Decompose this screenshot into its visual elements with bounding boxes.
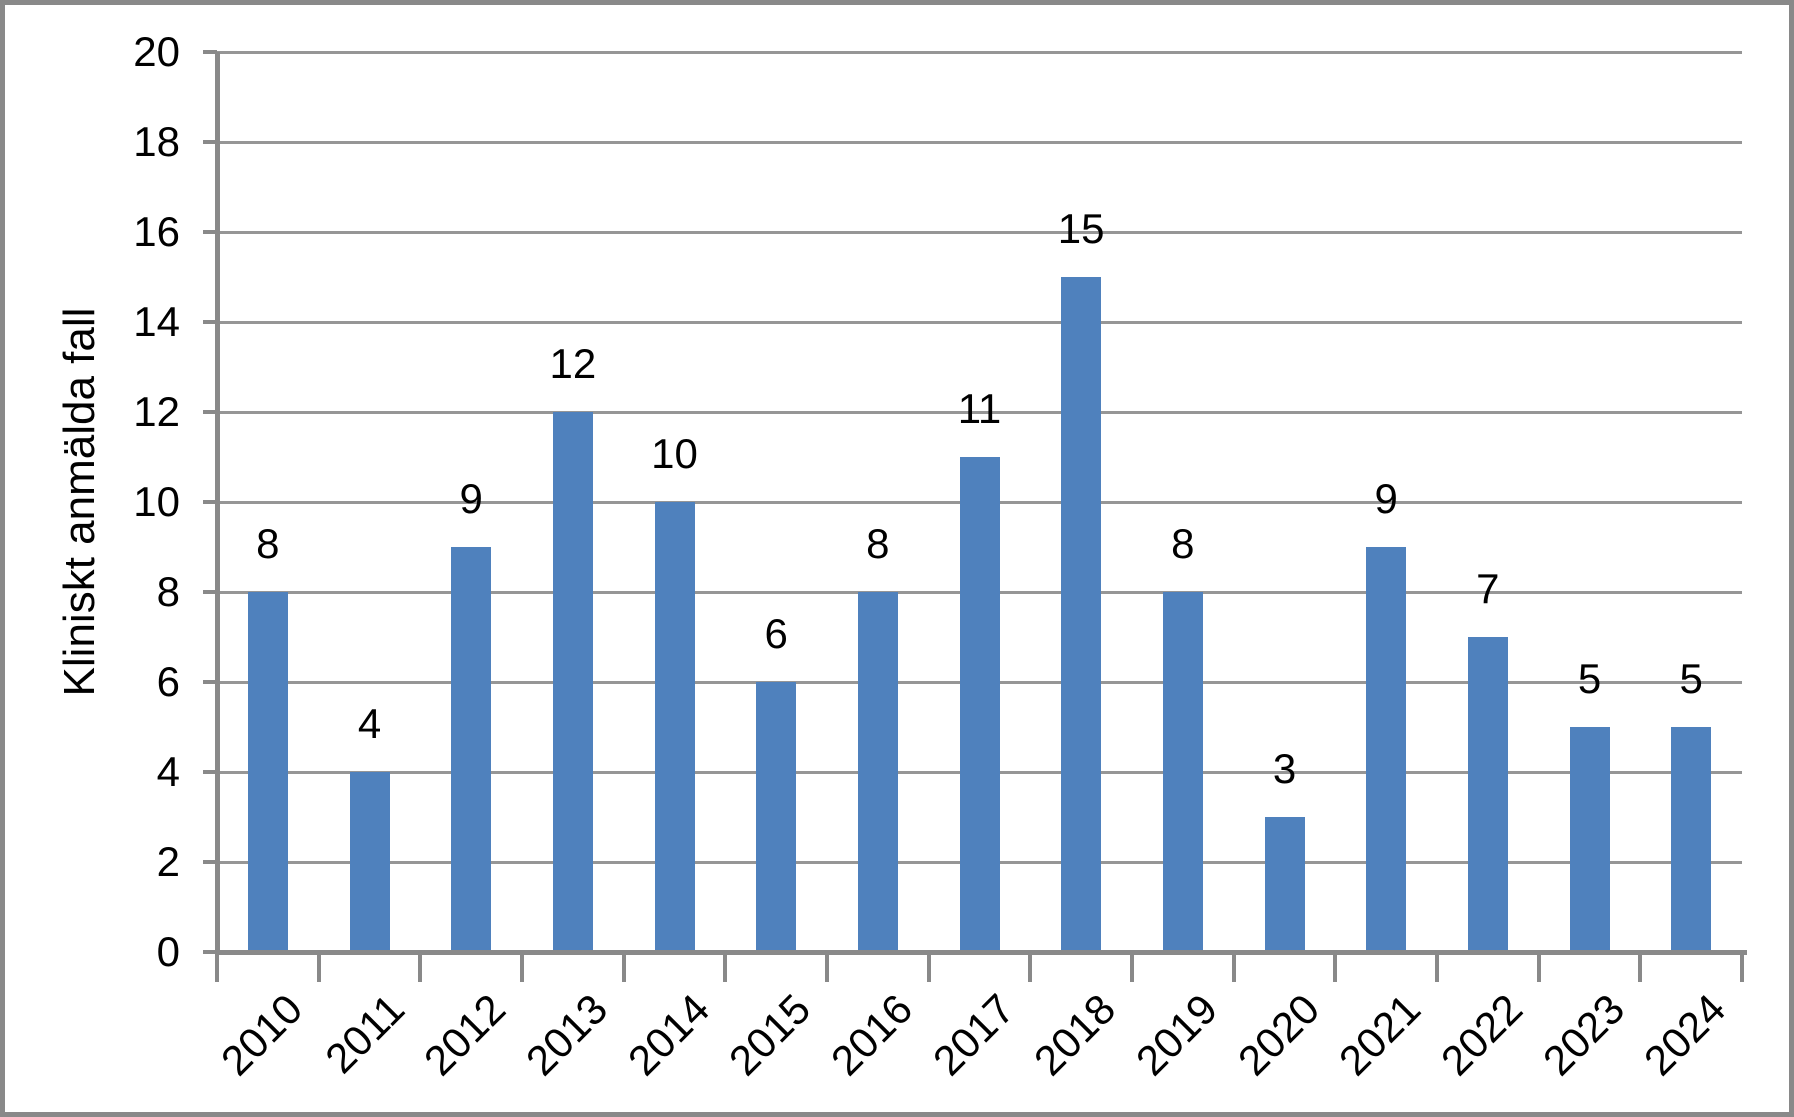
x-axis-tick bbox=[418, 952, 423, 982]
bar bbox=[1162, 592, 1203, 952]
bar bbox=[552, 412, 593, 952]
bar bbox=[959, 457, 1000, 952]
bar-value-label: 5 bbox=[1679, 655, 1703, 702]
bar bbox=[451, 547, 492, 952]
gridline bbox=[217, 141, 1742, 144]
y-axis-tick bbox=[203, 140, 217, 144]
x-axis-tick bbox=[520, 952, 524, 982]
y-axis-tick bbox=[203, 50, 217, 54]
x-axis-tick bbox=[1231, 952, 1236, 982]
bar-value-label: 15 bbox=[1057, 205, 1105, 252]
gridline bbox=[217, 411, 1742, 414]
x-axis-tick bbox=[825, 952, 829, 982]
bar bbox=[247, 592, 288, 952]
x-axis-tick bbox=[1638, 952, 1643, 982]
bar-value-label: 9 bbox=[459, 475, 483, 522]
bar bbox=[1061, 277, 1102, 952]
bar bbox=[857, 592, 898, 952]
x-axis-tick bbox=[215, 952, 219, 982]
gridline bbox=[217, 231, 1742, 234]
bar bbox=[654, 502, 695, 952]
y-tick-label: 4 bbox=[156, 748, 180, 795]
x-axis-line bbox=[215, 950, 1747, 955]
y-axis-tick bbox=[203, 410, 217, 414]
bar-value-label: 6 bbox=[764, 610, 788, 657]
y-axis-tick bbox=[203, 500, 217, 504]
bar-value-label: 7 bbox=[1476, 565, 1500, 612]
bar-value-label: 5 bbox=[1577, 655, 1602, 702]
bar-value-label: 11 bbox=[957, 385, 1002, 432]
x-axis-tick bbox=[1130, 952, 1134, 982]
y-tick-label: 8 bbox=[156, 568, 180, 615]
x-axis-tick bbox=[723, 952, 728, 982]
y-tick-label: 12 bbox=[133, 388, 180, 435]
y-axis-tick bbox=[203, 680, 217, 684]
y-axis-tick bbox=[203, 320, 217, 324]
x-axis-tick bbox=[1435, 952, 1439, 982]
y-tick-label: 6 bbox=[156, 658, 180, 705]
y-tick-label: 14 bbox=[133, 298, 180, 345]
y-tick-label: 0 bbox=[156, 928, 180, 975]
bar bbox=[349, 772, 390, 952]
bar-value-label: 8 bbox=[866, 520, 890, 567]
bar-value-label: 4 bbox=[357, 700, 382, 747]
y-tick-label: 2 bbox=[156, 838, 180, 885]
bar bbox=[1467, 637, 1508, 952]
bar bbox=[756, 682, 797, 952]
x-axis-tick bbox=[926, 952, 931, 982]
bar bbox=[1366, 547, 1407, 952]
bar-value-label: 3 bbox=[1272, 745, 1297, 792]
x-axis-tick bbox=[1028, 952, 1033, 982]
y-tick-label: 20 bbox=[133, 28, 180, 75]
x-axis-tick bbox=[316, 952, 321, 982]
bar-value-label: 8 bbox=[1171, 520, 1195, 567]
gridline bbox=[217, 321, 1742, 324]
x-axis-tick bbox=[1536, 952, 1541, 982]
x-axis-tick bbox=[621, 952, 626, 982]
y-tick-label: 18 bbox=[133, 118, 180, 165]
x-axis-tick bbox=[1333, 952, 1338, 982]
y-axis-line bbox=[215, 52, 220, 955]
bar-value-label: 10 bbox=[651, 430, 698, 477]
y-axis-tick bbox=[203, 950, 217, 954]
gridline bbox=[217, 51, 1742, 54]
bar-value-label: 12 bbox=[549, 340, 597, 387]
y-tick-label: 16 bbox=[133, 208, 180, 255]
y-axis-tick bbox=[203, 590, 217, 594]
y-axis-tick bbox=[203, 230, 217, 234]
y-axis-tick bbox=[203, 860, 217, 864]
bar bbox=[1671, 727, 1712, 952]
x-axis-tick bbox=[1740, 952, 1744, 982]
bar-value-label: 8 bbox=[256, 520, 280, 567]
bar bbox=[1569, 727, 1610, 952]
y-tick-label: 10 bbox=[133, 478, 180, 525]
bar-value-label: 9 bbox=[1374, 475, 1398, 522]
bar bbox=[1264, 817, 1305, 952]
y-axis-tick bbox=[203, 770, 217, 774]
